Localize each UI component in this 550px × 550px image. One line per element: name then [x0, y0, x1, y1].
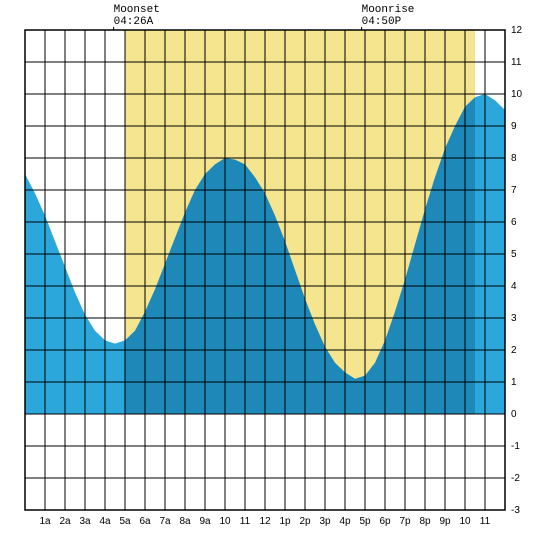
svg-text:4: 4: [511, 281, 517, 292]
svg-text:3a: 3a: [79, 516, 91, 527]
svg-text:2a: 2a: [59, 516, 71, 527]
svg-text:10: 10: [459, 516, 471, 527]
svg-text:8: 8: [511, 153, 517, 164]
svg-text:4p: 4p: [339, 516, 351, 527]
chart-svg: 1a2a3a4a5a6a7a8a9a1011121p2p3p4p5p6p7p8p…: [0, 0, 550, 550]
tide-chart: 1a2a3a4a5a6a7a8a9a1011121p2p3p4p5p6p7p8p…: [0, 0, 550, 550]
annotations: Moonset04:26A Moonrise04:50P: [114, 4, 415, 30]
svg-text:11: 11: [240, 516, 251, 527]
svg-text:7a: 7a: [159, 516, 171, 527]
svg-text:9p: 9p: [439, 516, 451, 527]
svg-text:3: 3: [511, 313, 517, 324]
svg-text:5p: 5p: [359, 516, 371, 527]
x-axis-labels: 1a 2a 3a 4a 5a 6a 7a 8a 9a 10 11 12 1p 2p 3p 4p 5p 6p 7p 8p…: [39, 516, 490, 527]
svg-text:7: 7: [511, 185, 517, 196]
svg-text:10: 10: [219, 516, 231, 527]
svg-text:0: 0: [511, 409, 517, 420]
svg-text:5a: 5a: [119, 516, 131, 527]
svg-text:10: 10: [511, 89, 523, 100]
svg-text:6a: 6a: [139, 516, 151, 527]
svg-text:04:26A: 04:26A: [114, 16, 154, 28]
svg-text:-1: -1: [511, 441, 520, 452]
svg-text:-2: -2: [511, 473, 520, 484]
svg-text:04:50P: 04:50P: [362, 16, 402, 28]
svg-text:8a: 8a: [179, 516, 191, 527]
svg-text:1p: 1p: [279, 516, 291, 527]
svg-text:9: 9: [511, 121, 517, 132]
svg-text:-3: -3: [511, 505, 520, 516]
svg-text:6: 6: [511, 217, 517, 228]
svg-text:3p: 3p: [319, 516, 331, 527]
svg-text:Moonset: Moonset: [114, 4, 160, 16]
svg-text:2p: 2p: [299, 516, 311, 527]
svg-text:8p: 8p: [419, 516, 431, 527]
svg-text:11: 11: [511, 57, 522, 68]
svg-text:9a: 9a: [199, 516, 211, 527]
svg-text:12: 12: [259, 516, 271, 527]
svg-text:1a: 1a: [39, 516, 51, 527]
svg-text:12: 12: [511, 25, 523, 36]
y-axis-labels: -3-2-10123456789101112: [511, 25, 523, 516]
svg-text:2: 2: [511, 345, 517, 356]
svg-text:4a: 4a: [99, 516, 111, 527]
svg-text:11: 11: [480, 516, 491, 527]
svg-text:7p: 7p: [399, 516, 411, 527]
svg-text:5: 5: [511, 249, 517, 260]
svg-text:1: 1: [511, 377, 517, 388]
svg-text:Moonrise: Moonrise: [362, 4, 415, 16]
svg-text:6p: 6p: [379, 516, 391, 527]
